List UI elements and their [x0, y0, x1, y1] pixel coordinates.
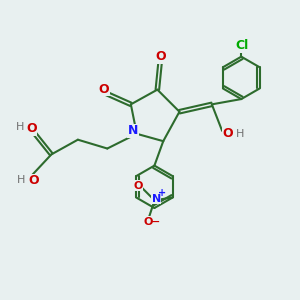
Text: Cl: Cl	[235, 39, 248, 52]
Text: O: O	[144, 217, 153, 227]
Text: O: O	[133, 181, 143, 190]
Text: N: N	[128, 124, 138, 137]
Text: +: +	[158, 188, 166, 198]
Text: O: O	[222, 127, 233, 140]
Text: H: H	[236, 129, 244, 139]
Text: H: H	[16, 122, 25, 132]
Text: O: O	[98, 82, 109, 95]
Text: O: O	[28, 174, 39, 188]
Text: O: O	[26, 122, 37, 135]
Text: O: O	[156, 50, 166, 63]
Text: H: H	[17, 175, 26, 185]
Text: −: −	[151, 217, 160, 227]
Text: N: N	[152, 194, 161, 204]
